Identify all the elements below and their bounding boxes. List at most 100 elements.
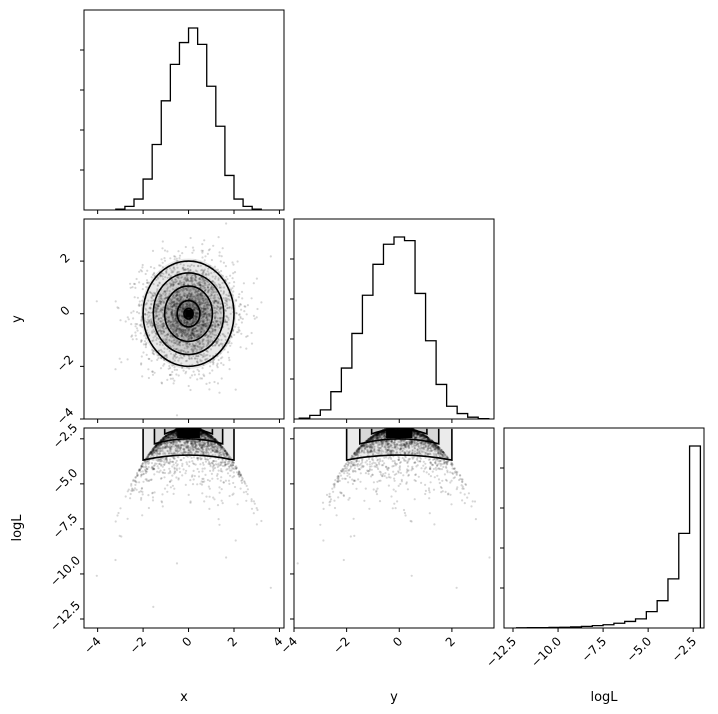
scatter-point [189,293,192,296]
scatter-point [191,304,195,307]
scatter-point [197,325,200,328]
scatter-point [192,249,195,252]
scatter-point [163,301,166,304]
scatter-point [181,290,184,293]
scatter-point [222,292,225,295]
scatter-point [171,309,174,312]
scatter-point [235,471,239,474]
scatter-point [200,347,203,350]
scatter-point [204,325,207,328]
scatter-point [208,313,211,316]
scatter-point [184,302,187,305]
scatter-point [172,356,175,359]
scatter-point [234,325,237,328]
scatter-point [171,318,174,321]
scatter-point [175,459,178,462]
scatter-point [215,364,219,367]
scatter-point [215,340,218,343]
scatter-point [171,377,174,380]
scatter-point [213,265,217,268]
scatter-point [192,349,195,352]
scatter-point [187,328,191,332]
scatter-point [166,296,169,299]
scatter-point [177,374,180,377]
scatter-point [218,251,221,254]
scatter-point [191,282,194,285]
scatter-point [208,314,212,317]
scatter-point [163,354,167,358]
scatter-point [161,266,164,269]
scatter-point [181,464,184,467]
scatter-point [165,356,168,359]
scatter-point [149,323,152,326]
scatter-point [177,349,180,352]
scatter-point [160,331,163,334]
scatter-point [155,312,158,315]
scatter-point [226,462,230,465]
scatter-point [159,328,162,331]
scatter-point [169,299,173,302]
scatter-point [166,490,169,493]
scatter-point [159,367,163,370]
scatter-point [185,370,188,373]
scatter-point [203,322,206,325]
scatter-point [216,340,219,343]
scatter-point [199,377,202,380]
scatter-point [194,291,197,294]
scatter-point [194,297,197,300]
scatter-point [171,328,174,331]
scatter-point [206,307,210,310]
scatter-point [173,325,177,328]
scatter-point [203,312,206,315]
scatter-point [214,283,217,286]
scatter-point [149,306,152,309]
scatter-point [214,328,217,332]
scatter-point [161,327,164,330]
scatter-point [198,298,201,301]
scatter-point [196,324,200,327]
scatter-point [214,309,217,312]
scatter-point [205,322,208,325]
scatter-point [192,295,195,298]
scatter-point [155,307,158,310]
scatter-point [196,290,199,293]
scatter-point [207,330,210,333]
scatter-point [187,351,190,354]
scatter-point [141,325,144,329]
scatter-point [205,333,208,336]
scatter-point [219,302,222,305]
scatter-point [205,313,209,316]
scatter-point [220,306,223,309]
scatter-point [164,290,167,293]
scatter-point [189,280,192,283]
scatter-point [181,474,184,477]
scatter-point [184,287,187,290]
scatter-point [159,303,162,306]
scatter-point [173,296,177,299]
scatter-point [180,307,183,310]
scatter-point [147,357,150,360]
scatter-point [191,328,194,331]
scatter-point [160,317,163,320]
scatter-point [191,298,194,301]
scatter-point [147,322,150,325]
scatter-point [206,350,209,353]
scatter-point [158,462,161,466]
scatter-point [216,382,220,385]
scatter-point [154,310,157,313]
scatter-point [173,300,176,303]
scatter-point [169,327,172,330]
scatter-point [172,463,175,466]
scatter-point [171,325,174,328]
scatter-point [211,291,214,294]
scatter-point [160,341,163,344]
scatter-point [184,306,187,309]
scatter-point [235,311,238,315]
scatter-point [181,267,184,270]
scatter-point [185,327,188,330]
scatter-point [171,301,174,304]
scatter-point [202,321,205,324]
scatter-point [207,315,210,318]
scatter-point [216,477,219,480]
scatter-point [212,289,215,292]
